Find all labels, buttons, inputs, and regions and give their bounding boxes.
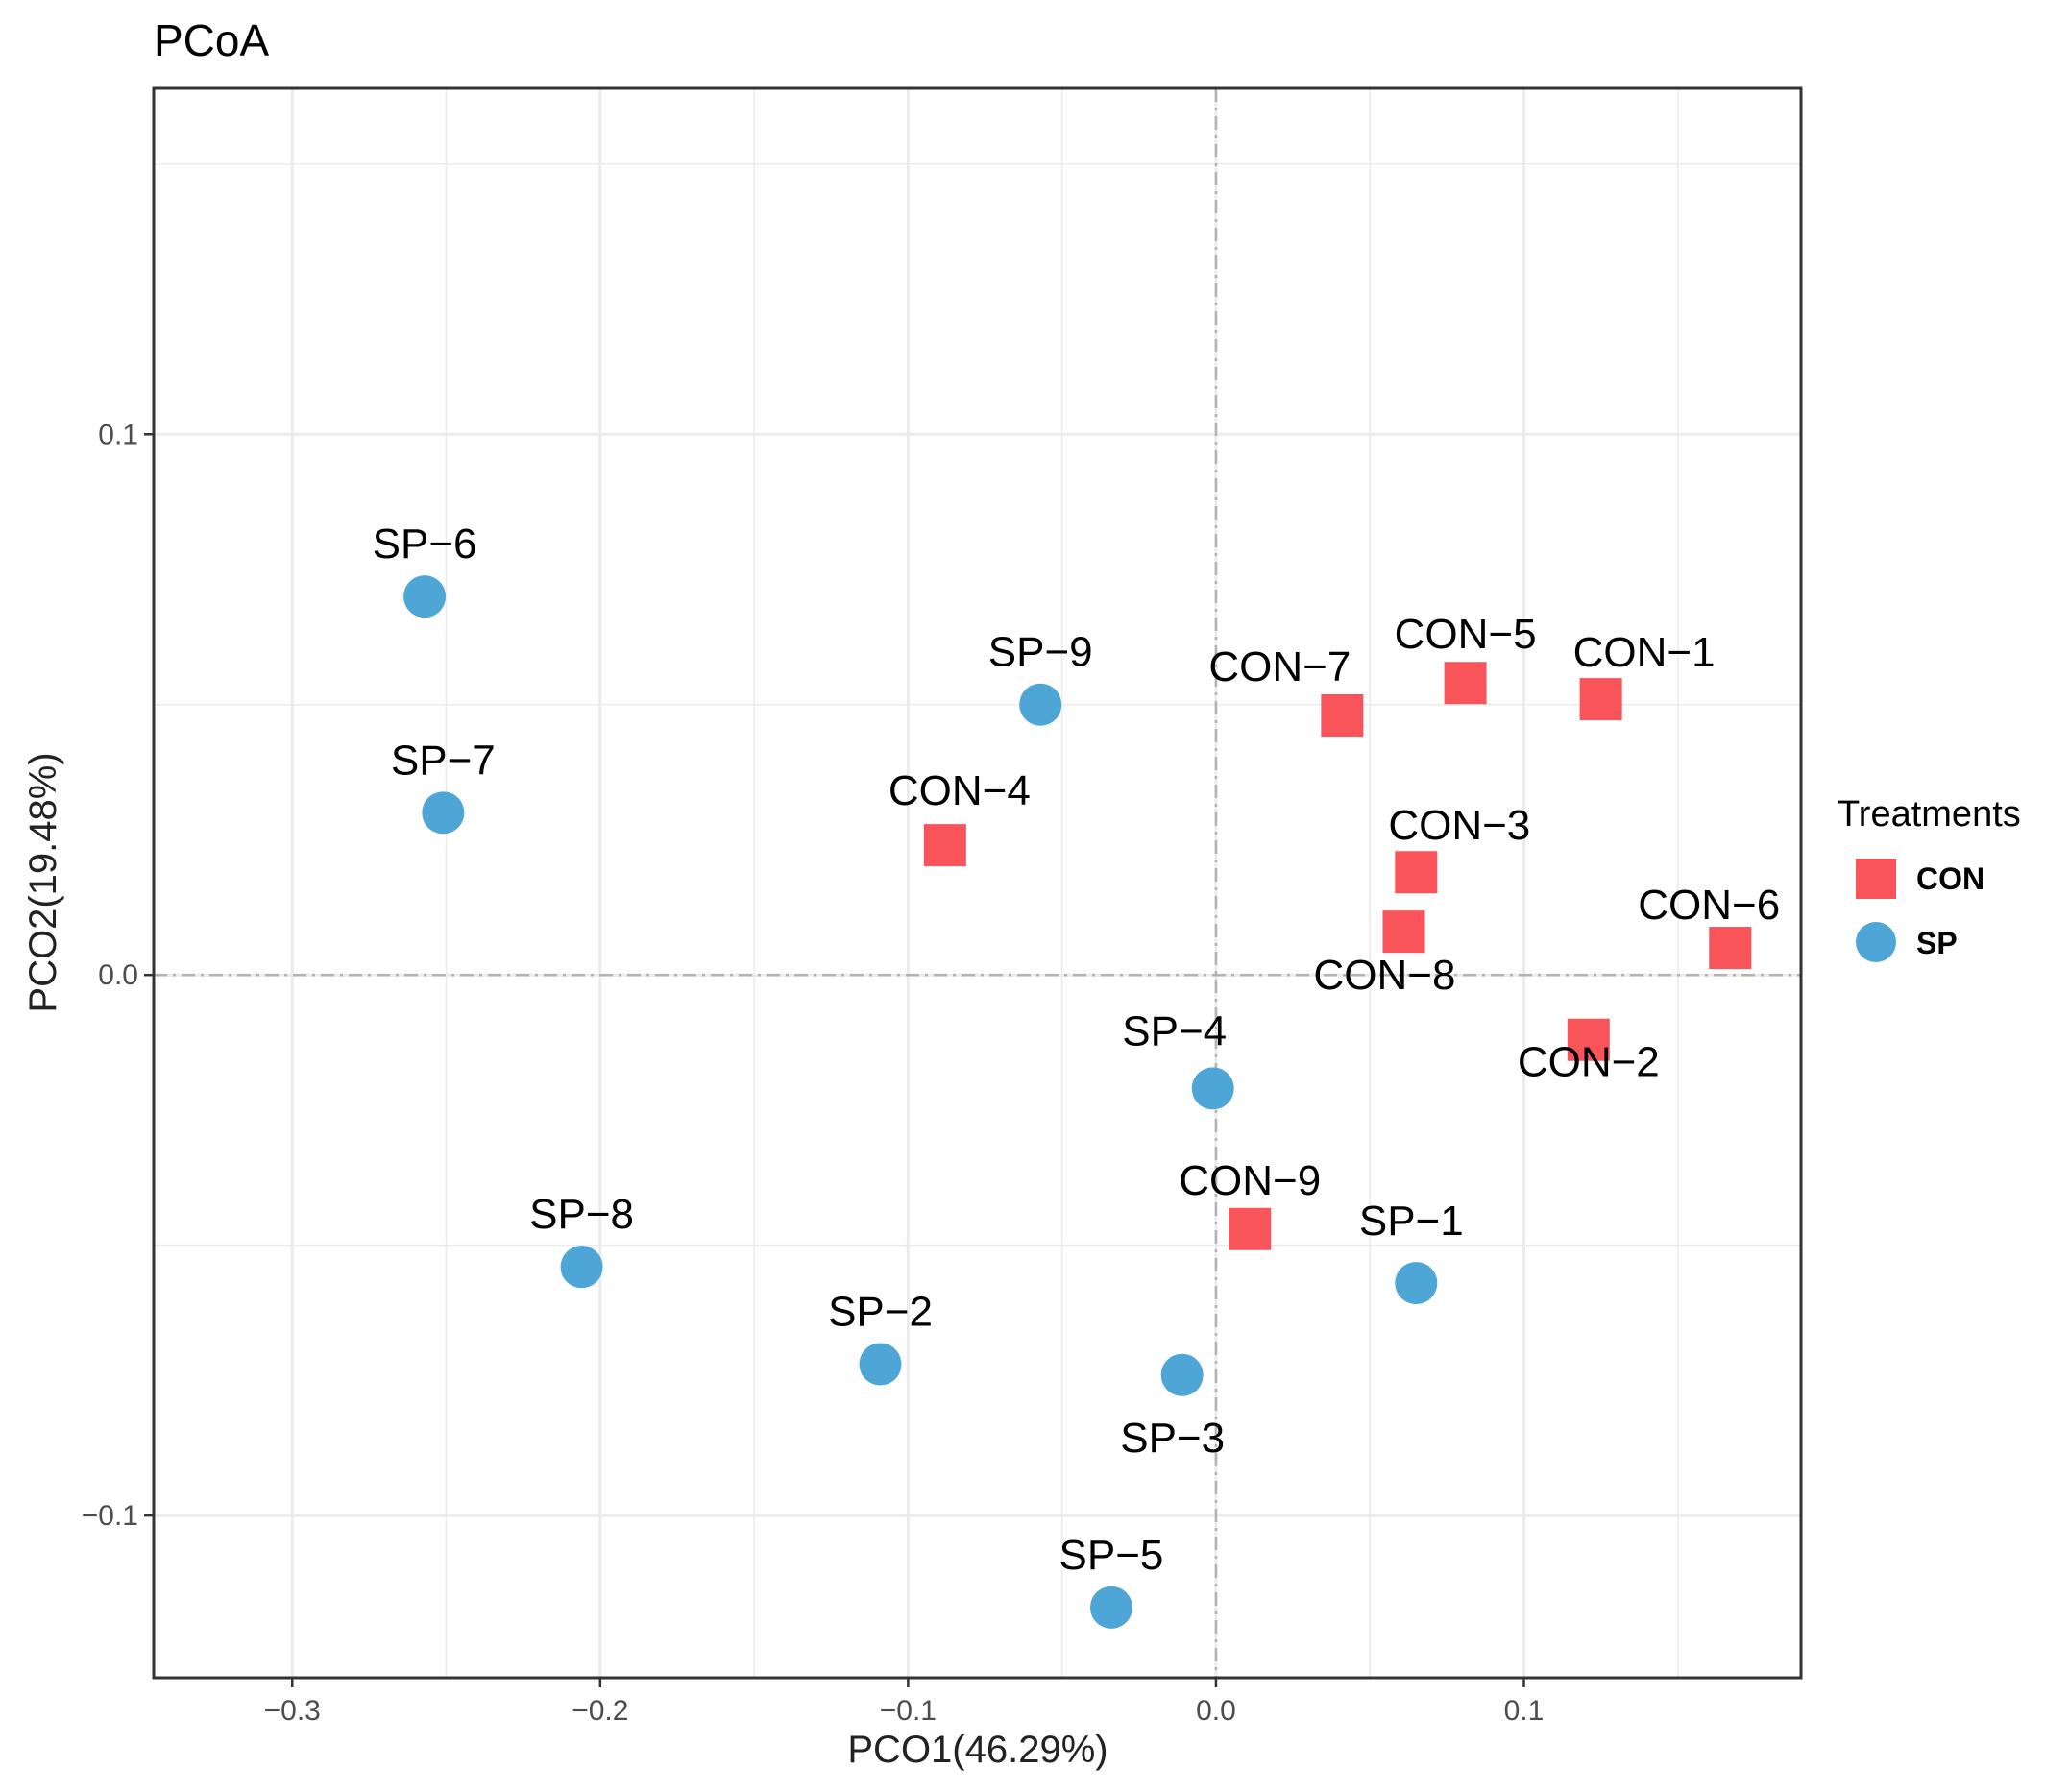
legend: Treatments CON SP: [1838, 794, 2021, 962]
point-con: [1567, 1018, 1610, 1061]
point-label: CON−5: [1395, 611, 1537, 658]
x-axis-title: PCO1(46.29%): [847, 1729, 1108, 1771]
point-con: [1229, 1207, 1272, 1250]
data-points: [403, 575, 1752, 1629]
x-axis: −0.3 −0.2 −0.1 0.0 0.1: [264, 1678, 1545, 1727]
point-label: SP−6: [373, 521, 477, 568]
point-sp: [422, 791, 465, 835]
x-tick-label: −0.3: [264, 1695, 321, 1727]
point-label: CON−4: [889, 767, 1031, 814]
y-axis: −0.1 0.0 0.1: [82, 419, 154, 1532]
y-tick-label: −0.1: [82, 1500, 138, 1532]
legend-label-con: CON: [1916, 861, 1984, 896]
point-con: [1382, 910, 1425, 954]
point-sp: [1191, 1067, 1234, 1110]
point-sp: [1160, 1353, 1204, 1396]
point-con: [1709, 927, 1752, 970]
point-con: [1395, 851, 1438, 894]
point-label: SP−7: [391, 737, 496, 784]
point-label: SP−5: [1059, 1532, 1164, 1579]
x-tick-label: 0.0: [1196, 1695, 1236, 1727]
point-label: CON−7: [1208, 643, 1351, 690]
point-label: CON−6: [1638, 882, 1780, 929]
point-label: SP−8: [529, 1191, 634, 1238]
point-sp: [1089, 1586, 1132, 1629]
point-con: [923, 824, 966, 867]
point-sp: [403, 575, 447, 618]
y-tick-label: 0.1: [98, 419, 138, 450]
point-sp: [1395, 1262, 1438, 1305]
point-label: CON−3: [1388, 802, 1530, 849]
legend-title: Treatments: [1838, 794, 2021, 835]
point-sp: [1019, 683, 1062, 726]
plot-border: [152, 86, 1803, 1680]
point-labels: CON−1 CON−2 CON−3 CON−4 CON−5 CON−6 CON−7 CON−8…: [373, 521, 1781, 1579]
legend-label-sp: SP: [1916, 926, 1958, 960]
grid-major: [154, 88, 1801, 1678]
point-label: CON−8: [1314, 952, 1456, 999]
x-tick-label: −0.2: [572, 1695, 628, 1727]
point-con: [1321, 693, 1364, 737]
point-con: [1444, 662, 1487, 705]
point-label: SP−3: [1120, 1415, 1225, 1462]
point-label: SP−4: [1122, 1007, 1227, 1054]
legend-key-sp: [1856, 922, 1896, 962]
point-con: [1579, 678, 1622, 721]
plot-background: [154, 88, 1801, 1678]
grid-minor: [154, 88, 1801, 1678]
chart-title: PCoA: [154, 15, 269, 65]
point-sp: [859, 1343, 902, 1386]
point-label: CON−2: [1518, 1039, 1660, 1086]
point-label: SP−9: [988, 629, 1093, 676]
y-tick-label: 0.0: [98, 959, 138, 991]
x-tick-label: 0.1: [1504, 1695, 1545, 1727]
legend-key-con: [1856, 859, 1896, 899]
x-tick-label: −0.1: [880, 1695, 937, 1727]
y-axis-title: PCO2(19.48%): [22, 752, 64, 1012]
point-label: SP−1: [1359, 1198, 1464, 1245]
point-label: SP−2: [828, 1289, 933, 1336]
reference-lines: [154, 88, 1801, 1678]
point-sp: [560, 1246, 603, 1289]
point-label: CON−9: [1179, 1157, 1321, 1204]
point-label: CON−1: [1573, 629, 1716, 676]
